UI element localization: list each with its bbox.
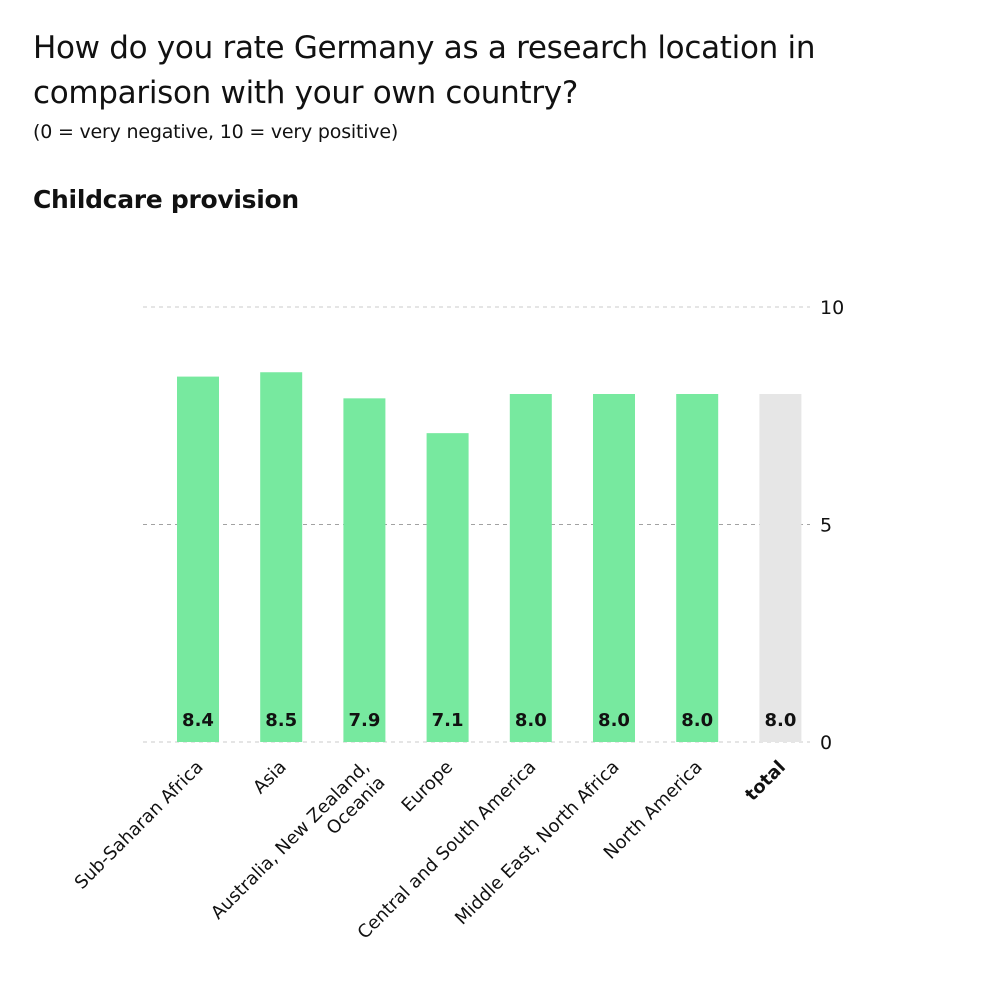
bar <box>676 394 719 742</box>
category-label-line: Middle East, North Africa <box>451 757 623 929</box>
category-label: Europe <box>398 757 458 817</box>
bar <box>593 394 635 742</box>
category-label-line: Asia <box>249 757 291 799</box>
category-label-line: total <box>741 757 790 806</box>
section-title: Childcare provision <box>33 185 299 214</box>
bar <box>343 398 386 742</box>
value-label: 7.1 <box>432 710 464 731</box>
bar <box>260 372 303 742</box>
value-label: 8.5 <box>265 710 297 731</box>
value-label: 8.4 <box>182 710 214 731</box>
category-label-line: Europe <box>398 757 458 817</box>
y-tick-label: 0 <box>820 732 832 754</box>
value-label: 7.9 <box>348 710 380 731</box>
value-label: 8.0 <box>681 710 713 731</box>
category-label: Sub-Saharan Africa <box>71 757 208 894</box>
category-label: Middle East, North Africa <box>451 757 623 929</box>
chart-subtitle: (0 = very negative, 10 = very positive) <box>33 121 399 143</box>
category-label: Asia <box>249 757 291 799</box>
chart-title: How do you rate Germany as a research lo… <box>33 30 816 111</box>
category-label-line: Australia, New Zealand, <box>207 757 374 924</box>
bar <box>509 394 552 742</box>
category-label-total: total <box>741 757 790 806</box>
category-label-line: Sub-Saharan Africa <box>71 757 208 894</box>
value-label: 8.0 <box>515 710 547 731</box>
category-label: Australia, New Zealand,Oceania <box>207 757 389 939</box>
value-label: 8.0 <box>764 710 796 731</box>
bar-total <box>759 394 802 742</box>
value-label: 8.0 <box>598 710 630 731</box>
bar <box>177 376 219 742</box>
y-tick-label: 10 <box>820 297 844 319</box>
y-tick-label: 5 <box>820 515 832 537</box>
bar <box>426 433 469 742</box>
